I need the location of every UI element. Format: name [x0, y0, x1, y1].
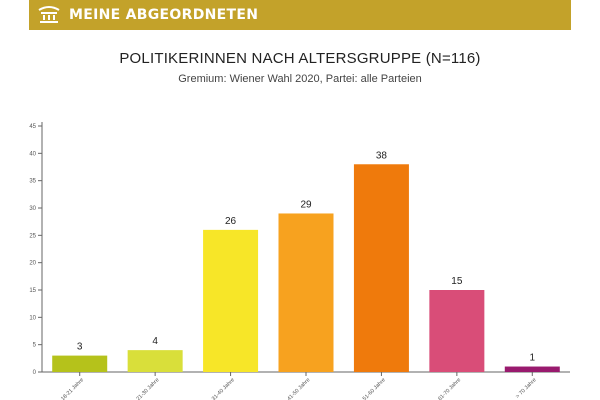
chart-title: POLITIKERINNEN NACH ALTERSGRUPPE (N=116)	[119, 50, 481, 67]
bar-value-label: 15	[451, 276, 463, 287]
app-brand[interactable]: MEINE ABGEORDNETEN	[69, 7, 259, 23]
bar	[203, 229, 259, 372]
chart-subtitle: Gremium: Wiener Wahl 2020, Partei: alle …	[178, 73, 422, 85]
bar	[429, 290, 485, 372]
bar	[127, 350, 183, 372]
y-tick-label: 20	[29, 261, 36, 267]
y-tick-label: 25	[29, 233, 36, 239]
y-tick-label: 45	[29, 124, 36, 130]
bar-value-label: 3	[77, 342, 83, 353]
x-tick-label: 51-60 Jahre	[362, 377, 387, 400]
y-tick-label: 35	[29, 179, 36, 185]
y-tick-label: 40	[29, 151, 36, 157]
bar	[353, 164, 409, 372]
chart-heading: POLITIKERINNEN NACH ALTERSGRUPPE (N=116)…	[0, 50, 600, 85]
y-tick-label: 10	[29, 315, 36, 321]
x-tick-label: > 70 Jahre	[515, 377, 538, 400]
x-tick-label: 18-21 Jahre	[60, 377, 85, 400]
bar	[504, 366, 560, 372]
app-header: MEINE ABGEORDNETEN	[29, 0, 571, 30]
bar-value-label: 38	[376, 150, 388, 161]
y-tick-label: 5	[33, 343, 37, 349]
bar-value-label: 26	[225, 216, 237, 227]
y-tick-label: 0	[33, 370, 37, 376]
x-tick-label: 41-50 Jahre	[286, 377, 311, 400]
bar-value-label: 1	[530, 353, 536, 364]
y-tick-label: 15	[29, 288, 36, 294]
bar-value-label: 29	[300, 199, 312, 210]
y-tick-label: 30	[29, 206, 36, 212]
x-tick-label: 31-40 Jahre	[211, 377, 236, 400]
bar	[278, 213, 334, 372]
parliament-logo-icon	[38, 6, 60, 23]
bar-value-label: 4	[152, 336, 158, 347]
bar	[52, 355, 108, 372]
x-tick-label: 61-70 Jahre	[437, 377, 462, 400]
x-tick-label: 21-30 Jahre	[136, 377, 161, 400]
